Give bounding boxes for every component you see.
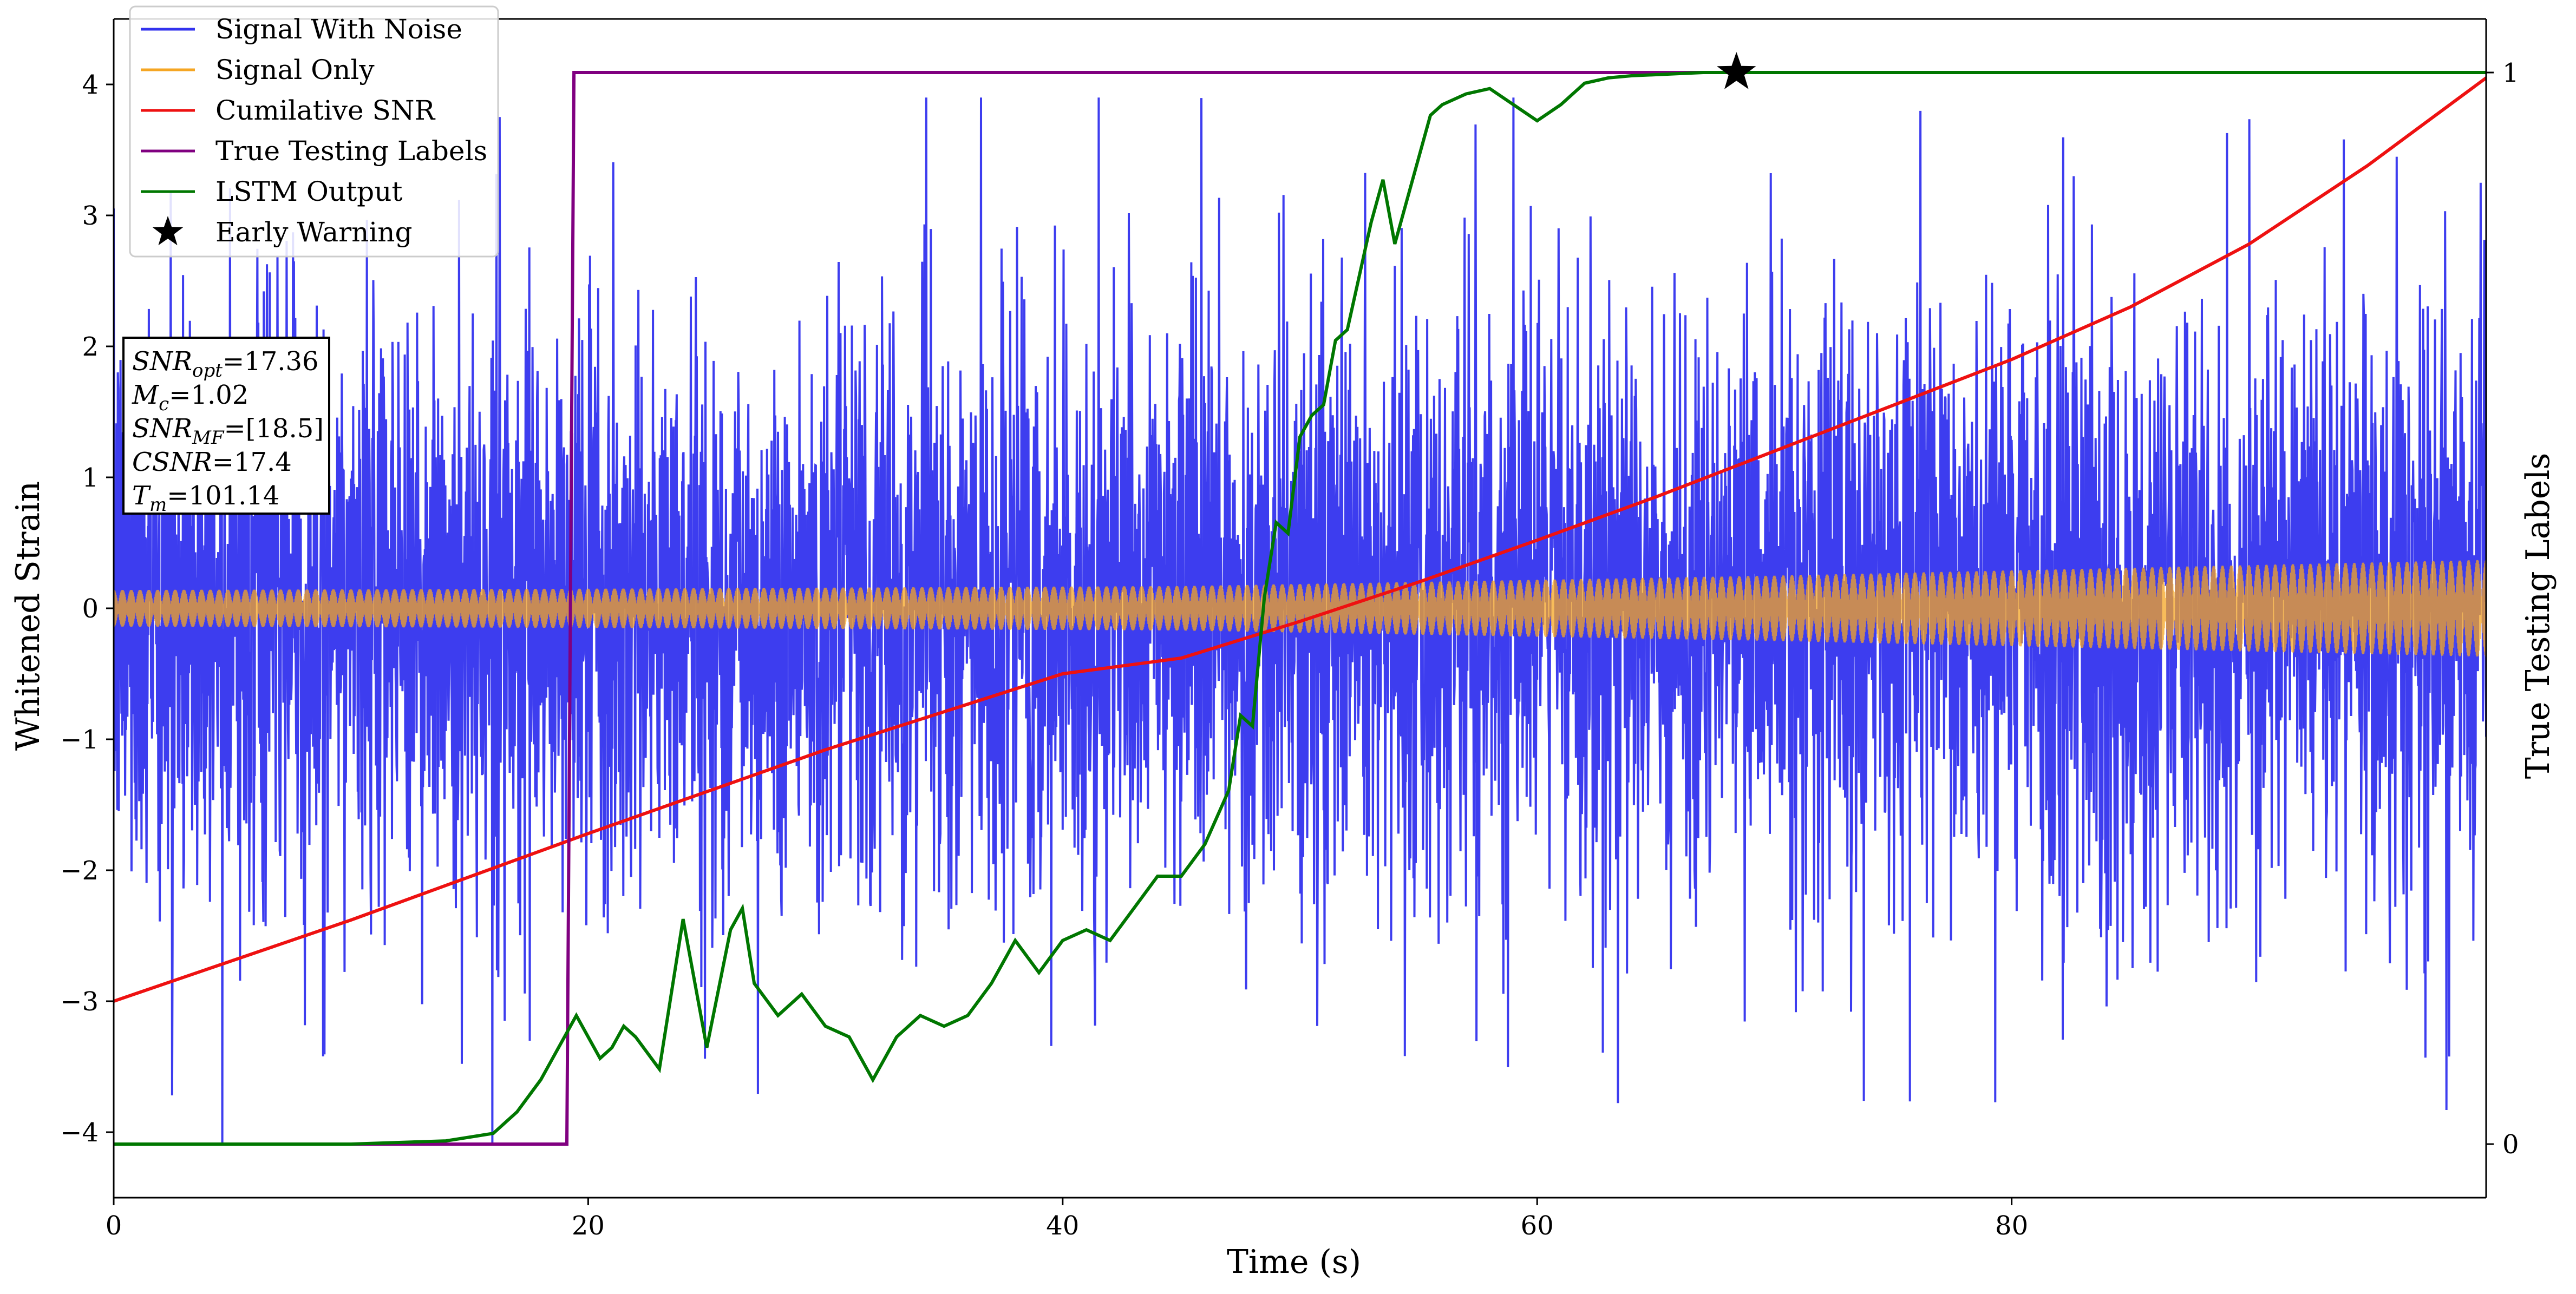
x-tick-label: 80: [1995, 1211, 2028, 1241]
y2-tick-label: 0: [2502, 1129, 2519, 1160]
y-axis-title: Whitened Strain: [9, 481, 47, 751]
y-tick-label: −2: [60, 856, 99, 886]
parameter-box-frame: [122, 337, 330, 515]
parameter-subscript: MF: [192, 427, 225, 449]
parameter-symbol: CSNR: [132, 447, 212, 477]
legend-marker-early-warning: [152, 216, 184, 246]
x-tick-label: 0: [106, 1211, 122, 1241]
legend-label: Cumilative SNR: [215, 95, 435, 126]
x-tick-label: 40: [1046, 1211, 1079, 1241]
parameter-symbol: M: [132, 380, 160, 410]
parameter-line: SNRopt=17.36: [132, 346, 319, 382]
y-tick-label: −3: [60, 987, 99, 1017]
x-tick-label: 60: [1521, 1211, 1554, 1241]
early-warning-marker: [1717, 52, 1756, 89]
parameter-symbol: T: [132, 481, 151, 511]
parameter-symbol: SNR: [132, 346, 192, 377]
y-tick-label: −4: [60, 1118, 99, 1148]
legend: Signal With Noise Signal Only Cumilative S…: [129, 5, 499, 258]
parameter-value: =101.14: [167, 481, 279, 511]
legend-label: Early Warning: [215, 216, 413, 248]
parameter-subscript: c: [159, 393, 169, 415]
parameter-value: =17.4: [212, 447, 292, 477]
parameter-line: Tm=101.14: [132, 481, 279, 516]
parameter-subscript: opt: [192, 360, 223, 382]
parameter-symbol: SNR: [132, 413, 192, 444]
parameter-value: =17.36: [223, 346, 319, 377]
parameter-box: SNRopt=17.36Mc=1.02SNRMF=[18.5]CSNR=17.4…: [122, 337, 330, 516]
legend-label: True Testing Labels: [215, 135, 487, 167]
parameter-line: SNRMF=[18.5]: [132, 413, 324, 449]
y2-tick-label: 1: [2502, 58, 2519, 88]
y2-axis-title: True Testing Labels: [2519, 453, 2557, 779]
series-lstm-output: [114, 71, 2486, 1146]
legend-label: Signal With Noise: [215, 14, 462, 45]
parameter-line: Mc=1.02: [132, 380, 249, 415]
legend-box: [129, 5, 499, 258]
series-signal-only: [114, 560, 2486, 657]
y-tick-label: 2: [82, 332, 99, 362]
parameter-value: =1.02: [169, 380, 249, 410]
legend-label: Signal Only: [215, 54, 375, 86]
y-tick-label: −1: [60, 725, 99, 755]
parameter-subscript: m: [149, 494, 167, 516]
x-tick-label: 20: [572, 1211, 605, 1241]
y-tick-label: 3: [82, 201, 99, 231]
y-tick-label: 0: [82, 594, 99, 624]
plot-area: [114, 52, 2486, 1146]
y-tick-label: 1: [82, 463, 99, 493]
x-axis-title: Time (s): [1227, 1243, 1361, 1281]
parameter-line: CSNR=17.4: [132, 447, 292, 477]
legend-label: LSTM Output: [215, 176, 402, 207]
y-tick-label: 4: [82, 70, 99, 100]
series-cumilative-snr: [114, 76, 2486, 1003]
parameter-value: =[18.5]: [224, 413, 324, 444]
